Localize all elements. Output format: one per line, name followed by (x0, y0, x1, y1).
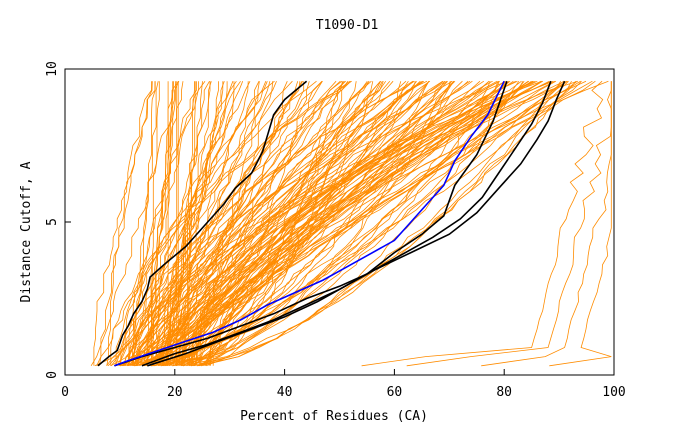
background-series-line (106, 81, 152, 366)
background-series-line (202, 80, 469, 367)
background-series-line (193, 80, 568, 367)
background-series-line (181, 81, 196, 366)
background-series-line (137, 80, 557, 367)
background-series-line (146, 80, 323, 366)
background-series-line (165, 81, 203, 366)
background-series-line (150, 81, 160, 366)
background-series-line (187, 80, 500, 366)
x-tick-label: 40 (277, 385, 293, 400)
y-axis-label: Distance Cutoff, A (19, 161, 34, 302)
background-series-line (142, 80, 609, 367)
background-series-line (178, 80, 381, 366)
background-series-line (180, 80, 345, 367)
background-series-line (171, 80, 485, 366)
background-series-line (189, 80, 507, 366)
background-series-line (176, 80, 530, 366)
background-series-line (166, 80, 370, 366)
x-tick-label: 80 (496, 385, 512, 400)
background-series-line (116, 81, 199, 367)
chart-title: T1090-D1 (316, 18, 379, 33)
x-axis-label: Percent of Residues (CA) (240, 409, 428, 424)
x-axis: 0 20 40 60 80 100 (61, 369, 626, 400)
background-series-line (119, 80, 317, 366)
background-series-line (178, 80, 428, 366)
background-series-line (147, 81, 180, 366)
highlight-series-group (97, 80, 566, 367)
background-series-line (149, 81, 176, 366)
background-series-line (130, 81, 159, 366)
background-series-line (118, 80, 431, 367)
highlight-black-line (97, 80, 308, 367)
background-series-line (194, 81, 271, 366)
y-axis: 0 5 10 (45, 61, 71, 379)
background-series-line (106, 80, 343, 367)
background-series-line (115, 80, 453, 366)
background-series-line (110, 80, 352, 366)
background-series-line (139, 80, 352, 366)
background-series-line (149, 80, 532, 367)
background-series-line (406, 81, 612, 367)
background-series-line (98, 81, 251, 366)
x-tick-label: 60 (387, 385, 403, 400)
background-series-line (130, 81, 225, 367)
highlight-black-line (147, 80, 566, 367)
background-series-line (183, 81, 310, 367)
background-series-line (361, 80, 604, 367)
background-series-line (163, 80, 414, 367)
y-tick-label: 10 (45, 61, 60, 77)
x-tick-label: 0 (61, 385, 69, 400)
background-series-line (132, 80, 293, 366)
background-series-line (163, 81, 267, 366)
background-series-line (161, 80, 534, 366)
background-series-line (189, 81, 288, 367)
background-series-line (163, 80, 593, 367)
highlight-black-line (141, 80, 552, 367)
background-series-line (151, 81, 500, 367)
background-series-line (155, 80, 430, 367)
background-series-line (133, 81, 268, 366)
background-series-group (90, 80, 612, 367)
background-series-line (142, 80, 538, 366)
background-series-line (192, 80, 463, 367)
background-series-line (549, 81, 612, 367)
background-series-line (190, 80, 569, 367)
background-series-line (123, 81, 343, 367)
background-series-line (141, 80, 596, 367)
background-series-line (119, 81, 524, 367)
background-series-line (172, 81, 303, 366)
background-series-line (96, 81, 153, 366)
y-tick-label: 0 (45, 371, 60, 379)
y-tick-label: 5 (45, 218, 60, 226)
background-series-line (135, 80, 415, 366)
background-series-line (197, 80, 520, 367)
x-tick-label: 100 (602, 385, 625, 400)
background-series-line (191, 80, 543, 366)
background-series-line (159, 80, 237, 366)
background-series-line (152, 80, 543, 366)
background-series-line (208, 80, 555, 366)
background-series-line (152, 80, 550, 366)
x-tick-label: 20 (167, 385, 183, 400)
background-series-line (150, 80, 417, 367)
highlight-black-line (114, 80, 508, 367)
highlight-blue-line (114, 80, 505, 367)
background-series-line (134, 80, 444, 366)
